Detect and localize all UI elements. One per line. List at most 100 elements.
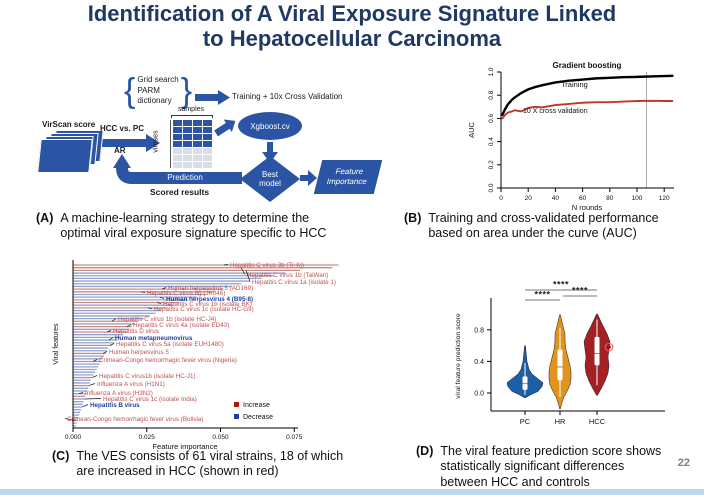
flowchart-panel-a: { Grid search PARM dictionary } Training… — [30, 70, 383, 212]
auc-line-chart: Gradient boosting 0 20 40 60 80 100 120 0.0 0.2 0.… — [467, 61, 674, 212]
svg-text:0.2: 0.2 — [488, 160, 495, 169]
svg-text:0.0: 0.0 — [474, 391, 484, 398]
svg-text:Increase: Increase — [243, 402, 270, 409]
svg-text:0.050: 0.050 — [212, 434, 229, 441]
right-brace-icon: } — [180, 72, 193, 110]
virscan-label: VirScan score — [42, 120, 96, 129]
svg-text:0.075: 0.075 — [286, 434, 303, 441]
svg-text:Feature importance: Feature importance — [152, 442, 217, 451]
svg-text:Decrease: Decrease — [243, 414, 273, 421]
caption-b-text: Training and cross-validated performance… — [428, 211, 659, 241]
svg-text:AUC: AUC — [467, 122, 476, 138]
svg-text:1.0: 1.0 — [488, 67, 495, 76]
grid-search-box: { Grid search PARM dictionary } — [124, 74, 192, 108]
training-cv-label: Training + 10x Cross Validation — [232, 92, 343, 101]
svg-text:Hepatitis C virus 3b (Tr-Kj): Hepatitis C virus 3b (Tr-Kj) — [230, 262, 304, 269]
arrow-right-icon — [98, 134, 160, 152]
svg-text:100: 100 — [632, 195, 643, 202]
svg-text:HR: HR — [555, 417, 566, 426]
virscan-sheet — [37, 139, 93, 173]
grid-search-text: Grid search PARM dictionary — [137, 74, 179, 106]
flowchart-arrows — [98, 90, 317, 186]
svg-text:Training: Training — [561, 80, 588, 89]
arrow-upright-icon — [214, 119, 236, 137]
prediction-label: Prediction — [167, 173, 203, 182]
svg-text:Human metapneumovirus: Human metapneumovirus — [115, 335, 193, 342]
left-brace-icon: { — [124, 72, 136, 110]
caption-c: (C) The VES consists of 61 viral strains… — [52, 449, 392, 480]
svg-text:Gradient boosting: Gradient boosting — [553, 61, 622, 70]
hcc-vs-pc-label: HCC vs. PC — [100, 124, 145, 133]
svg-text:Human herpesvirus 4 (B95-8): Human herpesvirus 4 (B95-8) — [166, 296, 253, 303]
svg-text:Viral features: Viral features — [53, 323, 60, 365]
svg-text:0.4: 0.4 — [474, 359, 484, 366]
caption-b-label: (B) — [404, 211, 422, 225]
arrow-right-icon — [300, 170, 317, 186]
svg-text:Hepatitis D virus: Hepatitis D virus — [113, 328, 159, 335]
svg-text:Hepatitis C virus 1c (isolate: Hepatitis C virus 1c (isolate India) — [103, 396, 197, 403]
slide-title: Identification of A Viral Exposure Signa… — [87, 1, 617, 51]
caption-b: (B) Training and cross-validated perform… — [404, 211, 704, 242]
ar-label: AR — [114, 146, 126, 155]
svg-text:****: **** — [534, 290, 550, 300]
caption-c-text: The VES consists of 61 viral strains, 18… — [76, 449, 344, 479]
svg-text:0.0: 0.0 — [488, 183, 495, 192]
caption-d: (D) The viral feature prediction score s… — [416, 444, 704, 490]
svg-text:0.8: 0.8 — [488, 90, 495, 99]
svg-text:0.000: 0.000 — [65, 434, 82, 441]
caption-a: (A) A machine-learning strategy to deter… — [36, 211, 366, 242]
arrow-down-icon — [262, 142, 278, 163]
svg-text:0.8: 0.8 — [474, 327, 484, 334]
svg-text:Hepatitis C virus 1b (isolate: Hepatitis C virus 1b (isolate BK) — [163, 301, 252, 308]
svg-text:Hepatitis C virus 6g (JK046): Hepatitis C virus 6g (JK046) — [147, 290, 225, 297]
svg-text:Crimean-Congo hemorrhagic feve: Crimean-Congo hemorrhagic fever virus (N… — [99, 357, 237, 364]
samples-label: samples — [177, 106, 205, 113]
svg-text:60: 60 — [579, 195, 587, 202]
sample-matrix-grid — [170, 120, 212, 168]
caption-c-label: (C) — [52, 449, 70, 463]
svg-text:0.4: 0.4 — [488, 137, 495, 146]
svg-text:PC: PC — [520, 417, 531, 426]
caption-d-label: (D) — [416, 444, 434, 458]
feature-importance-node: Feature Importance — [313, 160, 383, 194]
svg-text:Hepatitis C virus 5a (isolate: Hepatitis C virus 5a (isolate EUH1480) — [116, 341, 224, 348]
svg-text:10 X cross validation: 10 X cross validation — [523, 108, 588, 115]
svg-text:****: **** — [553, 280, 569, 290]
page-number: 22 — [677, 457, 690, 469]
caption-a-text: A machine-learning strategy to determine… — [60, 211, 327, 241]
feedback-arrowhead-icon — [113, 154, 131, 168]
svg-text:Crimean-Congo hemorrhagic feve: Crimean-Congo hemorrhagic fever virus (B… — [67, 416, 203, 423]
xgboost-node: Xgboost.cv — [238, 112, 302, 140]
svg-text:Hepatitis C virus 1b (isolate: Hepatitis C virus 1b (isolate HC-J4) — [118, 316, 216, 323]
arrow-right-icon — [195, 90, 230, 105]
svg-text:120: 120 — [659, 195, 670, 202]
feedback-arrow-icon — [116, 167, 242, 184]
svg-text:80: 80 — [606, 195, 614, 202]
svg-text:0: 0 — [499, 195, 503, 202]
samples-brace-icon — [171, 115, 213, 118]
svg-text:HCC: HCC — [589, 417, 606, 426]
caption-a-label: (A) — [36, 211, 54, 225]
svg-text:Hepatitis B virus: Hepatitis B virus — [90, 402, 140, 409]
svg-text:Hepatitis C virus 1c (isolate: Hepatitis C virus 1c (isolate HC-G9) — [154, 306, 254, 313]
viruses-label: viruses — [152, 130, 160, 153]
svg-text:0.025: 0.025 — [139, 434, 156, 441]
svg-text:Human herpesvirus 5 (AD169): Human herpesvirus 5 (AD169) — [168, 285, 253, 292]
svg-text:Hepatitis C virus 1a (isolate: Hepatitis C virus 1a (isolate 1) — [252, 279, 336, 286]
feature-importance-bar-chart: 0.000 0.025 0.050 0.075 Feature importance Vi… — [53, 260, 339, 451]
svg-text:N rounds: N rounds — [572, 203, 603, 212]
svg-text:0.6: 0.6 — [488, 114, 495, 123]
svg-text:Influenza A virus (H3N2): Influenza A virus (H3N2) — [85, 390, 153, 397]
svg-text:Hepatitis C virus1b (isolate H: Hepatitis C virus1b (isolate HC-J1) — [99, 373, 196, 380]
bottom-accent-bar — [0, 489, 704, 495]
svg-text:40: 40 — [552, 195, 560, 202]
svg-text:viral feature prediction score: viral feature prediction score — [455, 313, 462, 399]
scored-results-label: Scored results — [150, 187, 210, 197]
caption-d-text: The viral feature prediction score shows… — [440, 444, 662, 489]
svg-text:Hepatitis C virus 4a (isolate: Hepatitis C virus 4a (isolate ED43) — [133, 322, 229, 329]
svg-text:20: 20 — [525, 195, 533, 202]
svg-text:****: **** — [572, 286, 588, 296]
svg-text:Human herpesvirus 5: Human herpesvirus 5 — [109, 349, 169, 356]
